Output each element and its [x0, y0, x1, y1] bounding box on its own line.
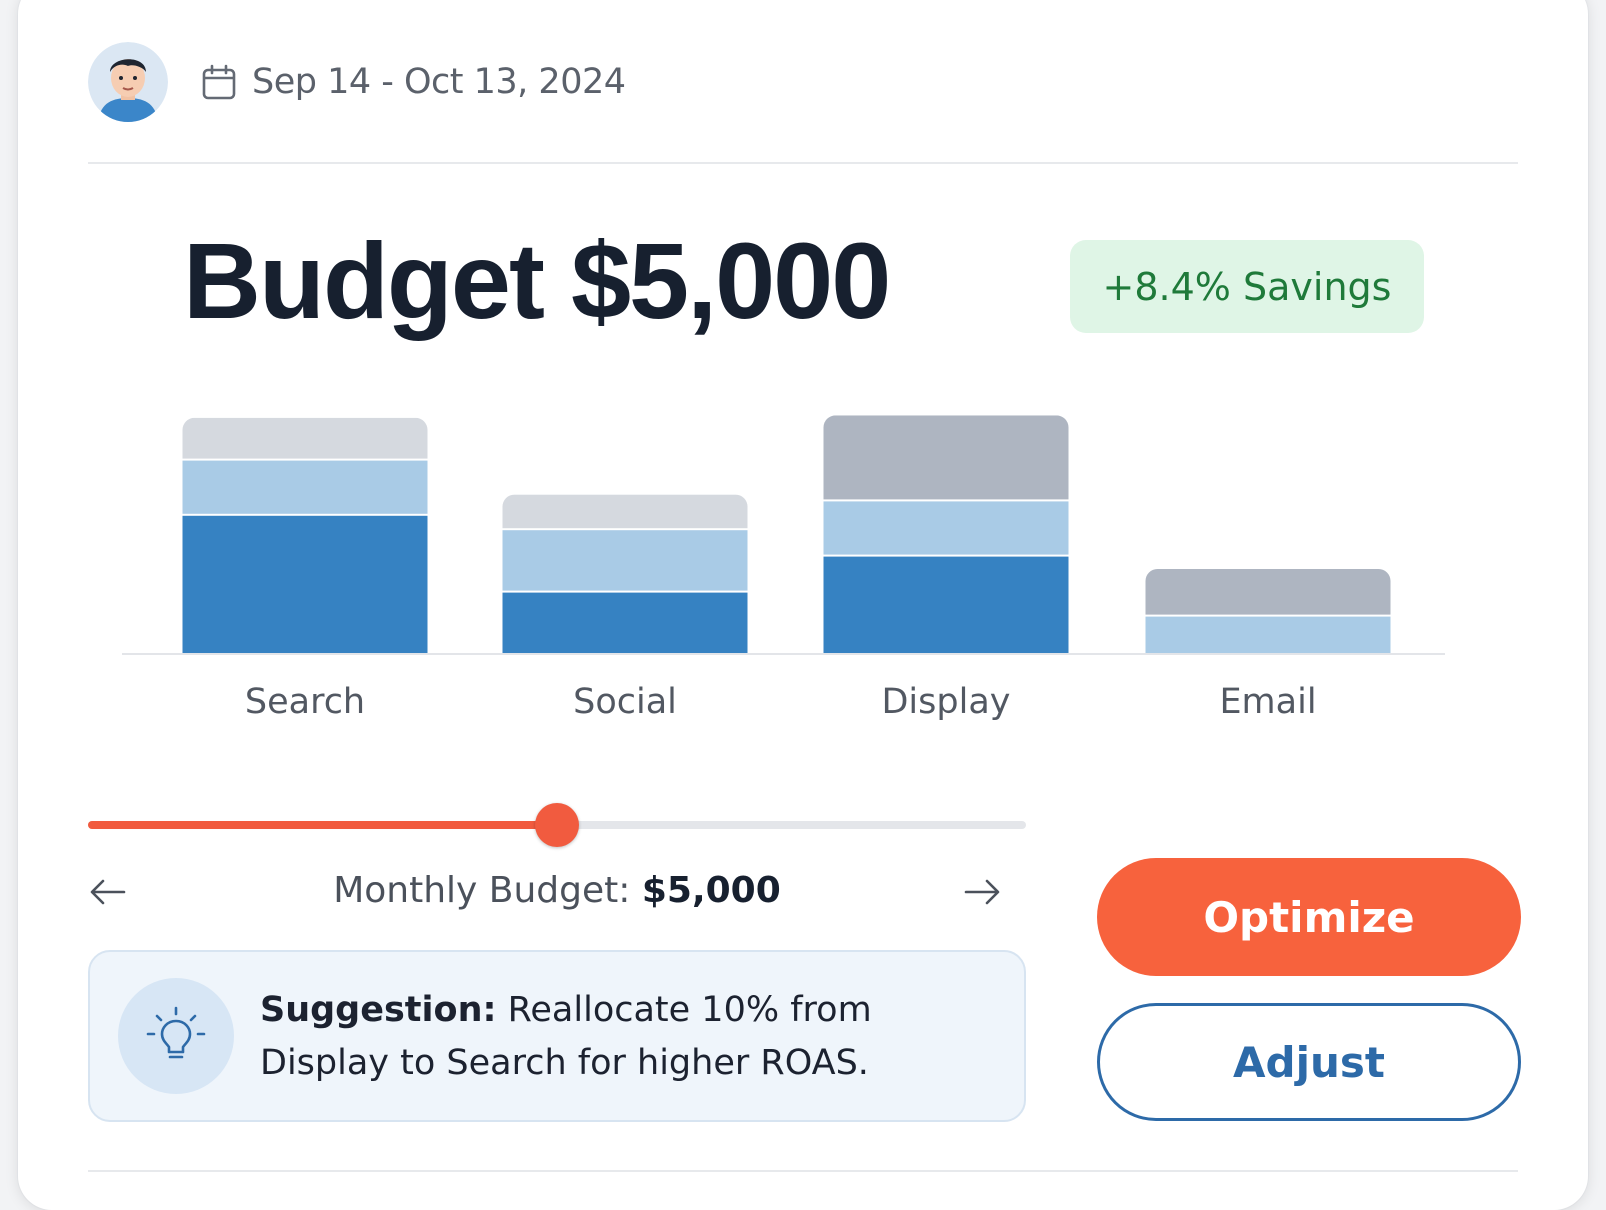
monthly-budget-value: $5,000: [641, 870, 781, 911]
x-axis-label-email: Email: [1219, 682, 1316, 722]
header-divider: [88, 162, 1518, 164]
bar-segment-social: [502, 592, 748, 653]
suggestion-heading: Suggestion:: [260, 990, 497, 1030]
suggestion-box: Suggestion: Reallocate 10% from Display …: [88, 950, 1026, 1122]
slider-fill: [88, 821, 557, 829]
suggestion-text: Suggestion: Reallocate 10% from Display …: [260, 984, 1000, 1090]
x-axis-label-display: Display: [881, 682, 1010, 722]
user-avatar[interactable]: [88, 42, 168, 122]
bar-segment-display: [823, 501, 1069, 555]
bar-segment-display: [823, 556, 1069, 653]
bar-segment-social: [502, 530, 748, 591]
bar-segment-display: [823, 415, 1069, 500]
avatar-image: [88, 42, 168, 122]
arrow-right-icon[interactable]: [962, 872, 1002, 912]
budget-allocation-chart: Search Social Display Email: [122, 415, 1445, 722]
savings-badge: +8.4% Savings: [1070, 240, 1424, 333]
lightbulb-icon: [118, 978, 234, 1094]
budget-slider[interactable]: [88, 800, 1026, 850]
card-header: Sep 14 - Oct 13, 2024: [88, 42, 626, 122]
adjust-button[interactable]: Adjust: [1097, 1003, 1521, 1121]
bar-segment-email: [1145, 616, 1391, 653]
bar-segment-search: [182, 460, 428, 514]
date-range-picker[interactable]: Sep 14 - Oct 13, 2024: [202, 62, 626, 102]
slider-thumb[interactable]: [535, 803, 579, 847]
budget-title: Budget $5,000: [183, 220, 891, 341]
bar-segment-social: [502, 494, 748, 529]
lightbulb-glyph: [146, 1006, 206, 1059]
bar-segment-search: [182, 417, 428, 459]
arrow-left-icon[interactable]: [88, 872, 128, 912]
monthly-budget: Monthly Budget: $5,000: [88, 870, 1026, 911]
calendar-icon: [202, 64, 236, 100]
bar-segment-search: [182, 515, 428, 653]
x-axis-label-search: Search: [245, 682, 365, 722]
footer-divider: [88, 1170, 1518, 1172]
date-range-label: Sep 14 - Oct 13, 2024: [252, 62, 626, 102]
monthly-budget-label: Monthly Budget:: [333, 870, 631, 911]
bar-segment-email: [1145, 569, 1391, 615]
x-axis-label-social: Social: [573, 682, 677, 722]
optimize-button[interactable]: Optimize: [1097, 858, 1521, 976]
suggestion-body: Reallocate 10% from Display to Search fo…: [260, 990, 872, 1083]
